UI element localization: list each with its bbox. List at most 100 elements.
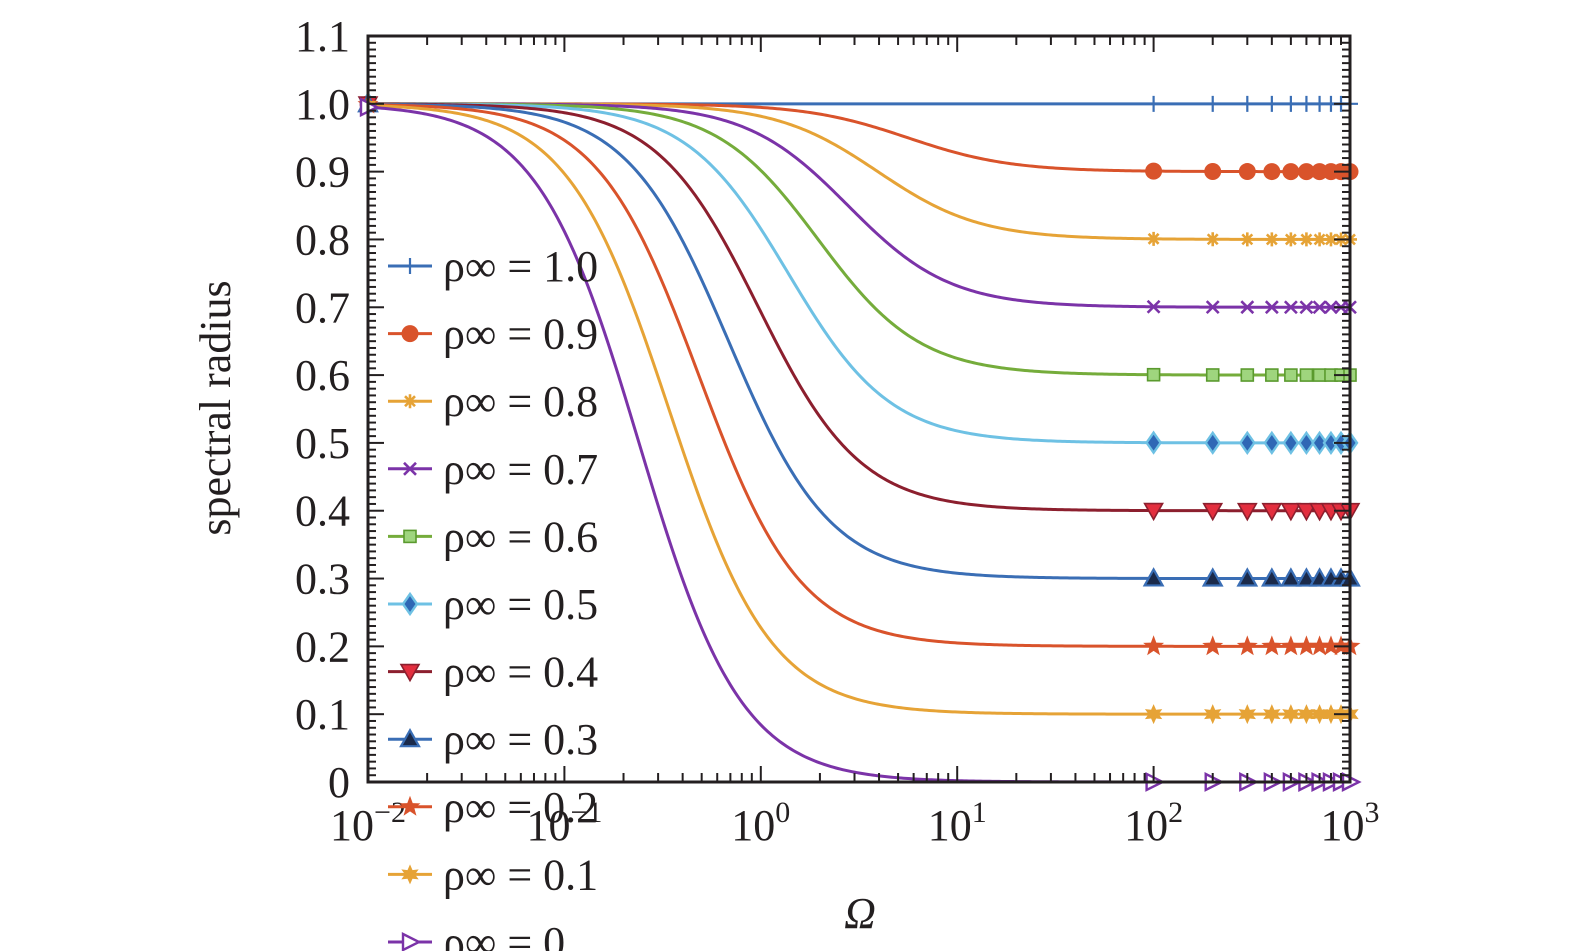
series-2-marker-3	[1240, 232, 1255, 247]
legend-marker-3	[403, 461, 417, 476]
series-5-marker-5	[1282, 430, 1300, 455]
series-4-marker-4	[1265, 368, 1279, 382]
legend-label-6: ρ∞ = 0.4	[443, 648, 598, 697]
x-tick-label-3: 101	[928, 796, 987, 850]
y-tick-label-11: 1.1	[295, 12, 350, 61]
series-9-marker-5	[1282, 704, 1300, 725]
legend-marker-9	[401, 864, 419, 885]
series-2-marker-7	[1312, 232, 1327, 247]
series-1-marker-3	[1238, 163, 1256, 181]
series-line-9	[367, 104, 1350, 716]
y-tick-label-10: 1.0	[295, 80, 350, 129]
legend-marker-6	[399, 663, 421, 683]
series-2-marker-8	[1323, 232, 1338, 247]
legend-marker-8	[399, 795, 421, 816]
x-axis-label: Ω	[844, 889, 876, 938]
series-6-marker-1	[1143, 502, 1164, 522]
series-2-marker-4	[1264, 232, 1279, 247]
series-line-5	[368, 102, 1350, 445]
series-0-marker-4	[1263, 95, 1280, 112]
series-8-marker-7	[1309, 635, 1331, 656]
series-1-marker-5	[1282, 163, 1300, 181]
series-6-marker-5	[1280, 502, 1302, 522]
series-0-marker-3	[1239, 95, 1256, 112]
series-1-marker-4	[1263, 163, 1281, 181]
series-1-marker-1	[1145, 162, 1163, 180]
y-tick-label-2: 0.2	[295, 622, 350, 671]
series-5-marker-3	[1238, 430, 1256, 455]
series-3-marker-2	[1205, 300, 1220, 315]
series-curves	[367, 102, 1350, 784]
legend-label-3: ρ∞ = 0.7	[443, 445, 598, 494]
series-9-marker-8	[1322, 704, 1340, 725]
series-7-marker-2	[1201, 567, 1224, 587]
series-0-marker-2	[1204, 95, 1221, 112]
y-tick-label-9: 0.9	[295, 148, 350, 197]
y-axis-tick-labels: 0 0.1 0.2 0.3 0.4 0.5 0.6 0.7 0.8 0.9 1.0 1.1	[295, 12, 350, 807]
series-0-marker-1	[1145, 95, 1162, 112]
legend-label-0: ρ∞ = 1.0	[443, 242, 598, 291]
legend-marker-4	[403, 529, 417, 544]
y-tick-label-4: 0.4	[295, 487, 350, 536]
series-0-marker-5	[1282, 95, 1299, 112]
y-tick-label-6: 0.6	[295, 351, 350, 400]
x-axis-tick-labels: 10−2 10−1 100 101 102 103	[330, 796, 1379, 850]
legend-label-4: ρ∞ = 0.6	[443, 512, 598, 561]
series-9-marker-6	[1297, 704, 1316, 725]
series-4-marker-5	[1284, 368, 1298, 382]
series-6-marker-4	[1261, 502, 1283, 522]
x-tick-label-4: 102	[1124, 796, 1183, 850]
series-4-marker-6	[1299, 368, 1314, 382]
series-8-marker-4	[1261, 635, 1283, 656]
legend-marker-10	[401, 932, 422, 951]
legend: ρ∞ = 1.0 ρ∞ = 0.9 ρ∞ = 0.8 ρ∞ = 0.7 ρ∞ = 0.6…	[388, 242, 598, 951]
series-3-marker-6	[1299, 300, 1314, 315]
series-8-marker-8	[1320, 635, 1342, 656]
legend-label-7: ρ∞ = 0.3	[443, 715, 598, 764]
y-axis-ticks	[368, 41, 1350, 777]
series-8-marker-3	[1236, 635, 1258, 656]
series-3-marker-1	[1146, 299, 1161, 314]
y-tick-label-3: 0.3	[295, 555, 350, 604]
x-tick-label-1: 10−1	[526, 796, 602, 850]
series-line-1	[368, 102, 1350, 174]
series-2-marker-6	[1299, 232, 1314, 247]
series-6-marker-6	[1296, 502, 1317, 522]
y-tick-label-5: 0.5	[295, 419, 350, 468]
series-line-8	[367, 103, 1350, 648]
legend-marker-0	[402, 258, 418, 274]
series-8-marker-2	[1202, 635, 1224, 656]
series-6-marker-2	[1202, 502, 1224, 522]
series-1-marker-2	[1204, 162, 1222, 180]
series-8-marker-9	[1330, 635, 1352, 656]
series-4-marker-1	[1146, 367, 1161, 382]
series-9-marker-4	[1263, 704, 1281, 725]
series-5-marker-1	[1145, 430, 1163, 455]
series-4-marker-3	[1240, 368, 1255, 382]
series-3-marker-5	[1283, 300, 1298, 315]
series-8-marker-1	[1143, 635, 1165, 656]
legend-label-9: ρ∞ = 0.1	[443, 850, 598, 899]
x-tick-label-5: 103	[1321, 796, 1380, 850]
y-axis-label: spectral radius	[191, 280, 240, 535]
series-9-marker-2	[1204, 704, 1222, 725]
legend-marker-2	[403, 394, 417, 409]
series-6-marker-3	[1236, 502, 1258, 522]
x-tick-label-2: 100	[731, 796, 790, 850]
series-3-marker-3	[1240, 300, 1255, 315]
series-3-marker-8	[1324, 300, 1338, 315]
series-8-marker-6	[1295, 635, 1317, 656]
legend-marker-5	[401, 591, 419, 617]
series-1-marker-6	[1297, 163, 1315, 181]
series-5-marker-7	[1311, 430, 1329, 455]
y-tick-label-7: 0.7	[295, 283, 350, 332]
series-8-marker-5	[1280, 635, 1302, 656]
series-7-marker-6	[1295, 567, 1318, 587]
y-tick-label-1: 0.1	[295, 690, 350, 739]
legend-marker-1	[401, 325, 419, 343]
series-7-marker-4	[1260, 567, 1283, 587]
series-4-marker-2	[1205, 368, 1220, 382]
series-line-6	[367, 102, 1350, 513]
legend-label-8: ρ∞ = 0.2	[443, 783, 598, 832]
